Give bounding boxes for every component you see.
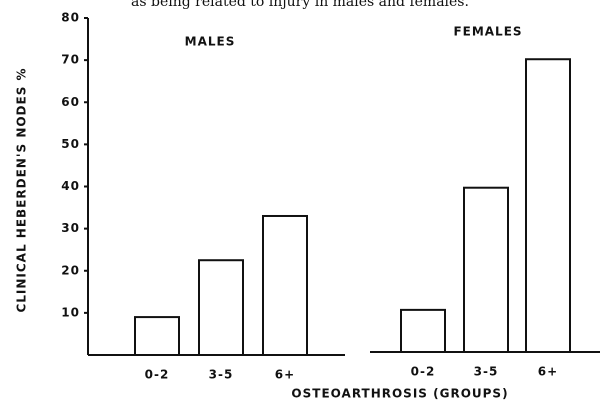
y-tick-label: 30 <box>61 221 80 235</box>
y-tick-label: 20 <box>61 263 80 277</box>
x-tick-label: 0-2 <box>145 368 170 382</box>
bar <box>134 316 180 356</box>
caption: as being related to injury in males and … <box>131 0 469 10</box>
panel-title: MALES <box>185 35 236 49</box>
y-tick-label: 80 <box>61 11 80 25</box>
bar <box>525 58 571 353</box>
y-tick-label: 10 <box>61 305 80 319</box>
x-tick-label: 0-2 <box>411 365 436 379</box>
x-tick-label: 3-5 <box>209 368 234 382</box>
y-tick-label: 70 <box>61 53 80 67</box>
x-tick-label: 3-5 <box>474 365 499 379</box>
x-tick-label: 6+ <box>275 368 295 382</box>
bar <box>400 308 446 353</box>
x-tick-label: 6+ <box>538 365 558 379</box>
x-axis-label: OSTEOARTHROSIS (GROUPS) <box>291 387 508 401</box>
y-tick-label: 40 <box>61 179 80 193</box>
bar <box>463 186 509 353</box>
bar <box>262 214 308 356</box>
panel-title: FEMALES <box>453 25 522 39</box>
bar <box>198 259 244 356</box>
y-axis-label: CLINICAL HEBERDEN'S NODES % <box>15 67 29 312</box>
y-tick-label: 60 <box>61 95 80 109</box>
y-tick-label: 50 <box>61 137 80 151</box>
